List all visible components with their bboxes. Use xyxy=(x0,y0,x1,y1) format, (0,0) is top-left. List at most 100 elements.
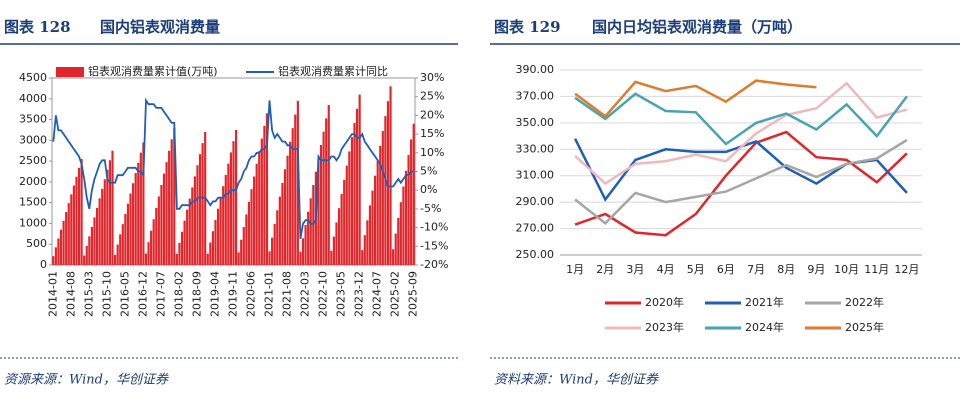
bar xyxy=(113,254,117,265)
bar xyxy=(348,151,351,265)
bar xyxy=(193,176,196,265)
bar xyxy=(70,194,73,265)
yoy-line xyxy=(52,97,414,239)
x-tick-label: 2015-10 xyxy=(100,271,113,317)
x-tick-label: 9月 xyxy=(807,263,825,276)
bar xyxy=(361,250,364,265)
y-tick-label: 1500 xyxy=(19,196,47,209)
y-tick-label: 390.00 xyxy=(516,63,555,76)
bar xyxy=(147,242,150,265)
bar xyxy=(186,209,189,265)
bar xyxy=(350,137,354,265)
bar xyxy=(381,130,384,265)
bar xyxy=(332,236,335,265)
y-tick-label: 3500 xyxy=(19,113,47,126)
bar xyxy=(108,160,112,265)
y-tick-label: 2500 xyxy=(19,154,47,167)
legend-label: 2024年 xyxy=(745,320,784,334)
y2-tick-label: 0% xyxy=(420,183,437,196)
bar xyxy=(206,253,209,265)
bar xyxy=(281,182,284,265)
bar xyxy=(327,105,330,265)
bar xyxy=(307,211,310,265)
bar xyxy=(245,214,248,265)
bar xyxy=(178,242,181,265)
bar xyxy=(137,162,140,265)
bar xyxy=(309,198,312,265)
bar xyxy=(242,227,245,265)
bar xyxy=(59,229,63,265)
bar xyxy=(301,238,305,265)
bar xyxy=(358,94,361,265)
bar xyxy=(325,118,328,266)
figure-label: 图表 128 xyxy=(4,18,71,36)
bar xyxy=(258,151,261,265)
bar xyxy=(54,247,57,265)
bar xyxy=(198,154,202,265)
bar xyxy=(410,139,413,265)
bar xyxy=(124,213,127,265)
bar xyxy=(384,116,387,265)
bar xyxy=(386,101,390,265)
bar xyxy=(322,131,325,265)
bar xyxy=(155,207,158,265)
x-tick-label: 2024-07 xyxy=(371,271,384,317)
bar xyxy=(397,217,400,265)
bar xyxy=(234,129,238,265)
y2-tick-label: 20% xyxy=(420,108,444,121)
x-tick-label: 2020-06 xyxy=(245,271,258,317)
bar xyxy=(366,220,369,265)
bar xyxy=(389,86,392,265)
series-line xyxy=(574,92,908,146)
bar xyxy=(121,224,124,265)
bar xyxy=(353,123,356,265)
bar xyxy=(88,236,91,265)
bar xyxy=(119,234,122,265)
bar xyxy=(407,155,410,265)
y2-tick-label: -15% xyxy=(420,239,448,252)
y-tick-label: 3000 xyxy=(19,133,47,146)
y2-tick-label: -5% xyxy=(420,202,441,215)
y2-tick-label: 30% xyxy=(420,71,444,84)
bar xyxy=(371,190,374,265)
bar xyxy=(268,251,271,265)
bar xyxy=(162,173,166,265)
series-line xyxy=(574,79,817,118)
bar xyxy=(283,169,287,265)
y-tick-label: 4500 xyxy=(19,71,47,84)
x-tick-label: 2023-05 xyxy=(335,271,348,317)
bar xyxy=(175,253,178,265)
bar xyxy=(399,202,402,265)
bar xyxy=(150,230,153,265)
bar xyxy=(95,207,99,265)
bar xyxy=(116,244,119,265)
bar xyxy=(376,160,379,265)
x-tick-label: 10月 xyxy=(834,263,859,276)
bar xyxy=(345,165,348,265)
y2-tick-label: 25% xyxy=(420,90,444,103)
series-line xyxy=(574,81,908,186)
bar xyxy=(317,158,320,265)
bar xyxy=(363,235,366,265)
bar xyxy=(340,194,343,265)
y-tick-label: 310.00 xyxy=(516,169,555,182)
x-tick-label: 2019-11 xyxy=(227,271,240,317)
bar xyxy=(224,174,227,265)
bar xyxy=(263,125,266,265)
bar xyxy=(65,212,68,265)
bar xyxy=(211,231,214,265)
bar xyxy=(222,186,225,265)
y2-tick-label: -10% xyxy=(420,221,448,234)
x-tick-label: 2025-02 xyxy=(389,271,402,317)
bar xyxy=(152,219,155,265)
bar xyxy=(402,186,405,265)
x-tick-label: 6月 xyxy=(717,263,735,276)
y-tick-label: 2000 xyxy=(19,175,47,188)
legend-label: 铝表观消费量累计同比 xyxy=(278,64,388,78)
bar xyxy=(343,179,346,265)
legend-label: 2025年 xyxy=(845,320,884,334)
source: 资源来源：Wind，华创证券 xyxy=(4,373,169,388)
bar xyxy=(72,185,75,265)
x-tick-label: 1月 xyxy=(566,263,584,276)
